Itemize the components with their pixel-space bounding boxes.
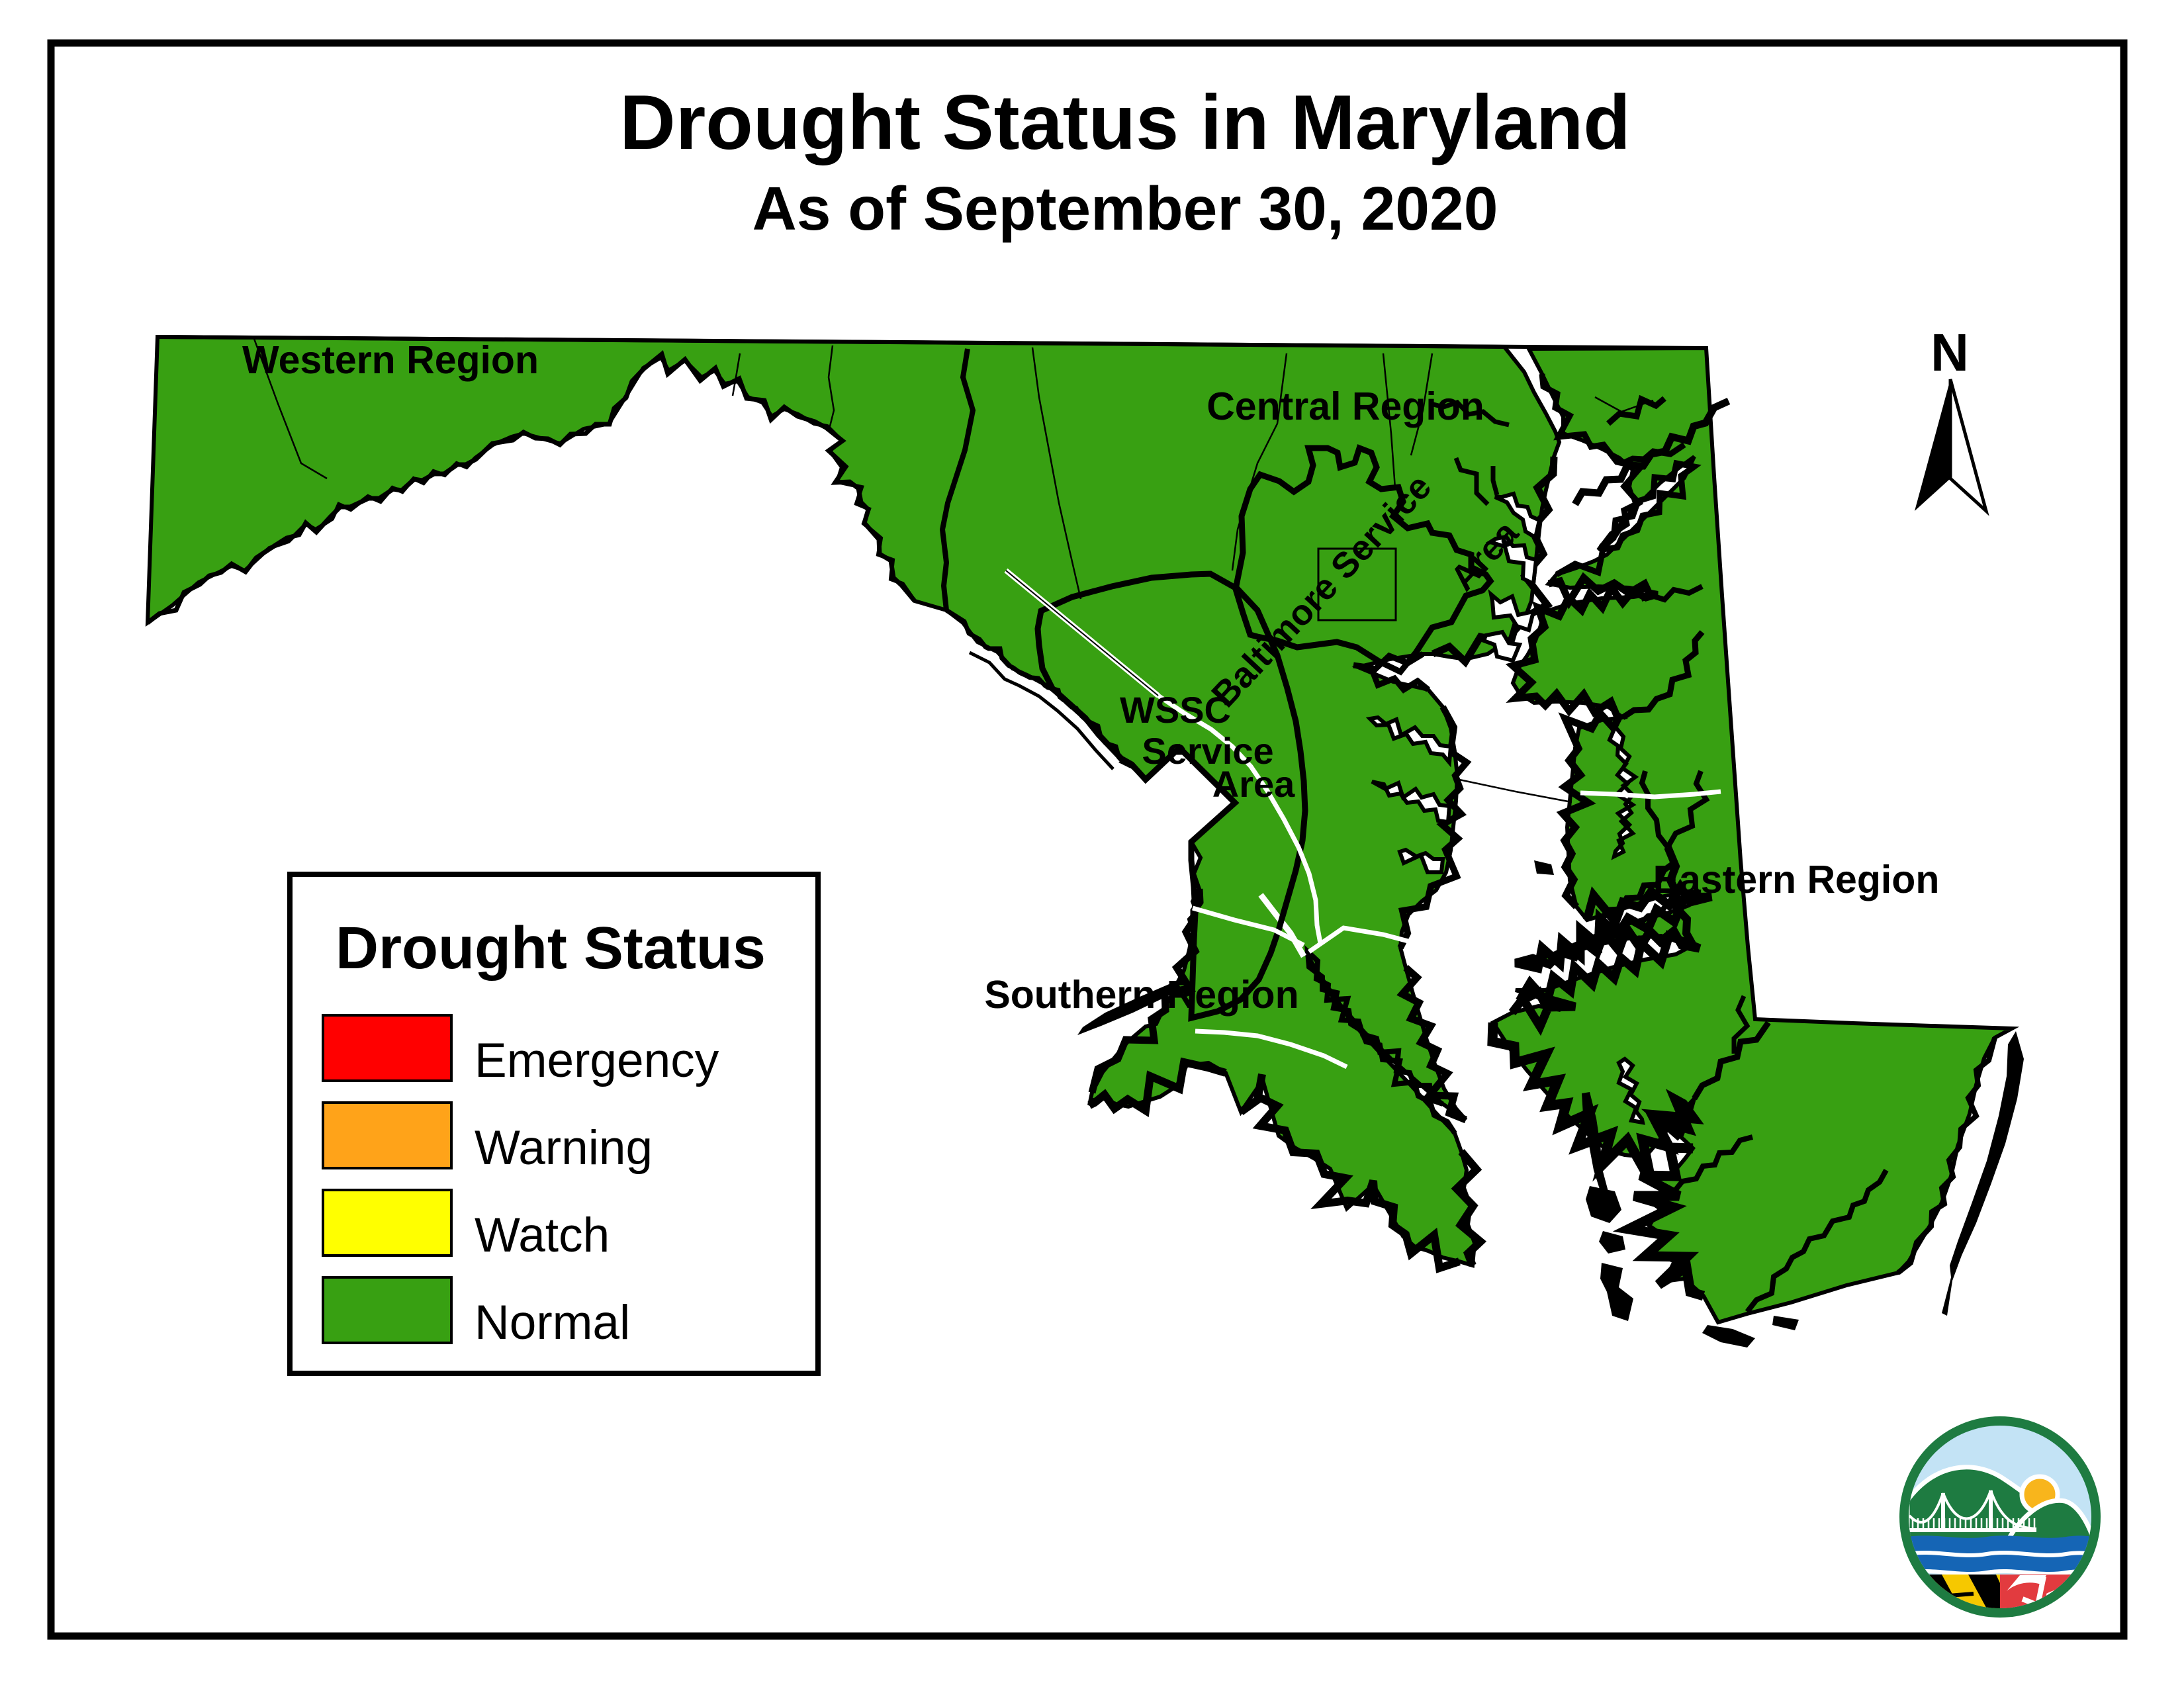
svg-text:Eastern Region: Eastern Region	[1653, 858, 1940, 901]
svg-text:Warning: Warning	[475, 1121, 653, 1175]
svg-text:Watch: Watch	[475, 1209, 610, 1262]
svg-text:Western Region: Western Region	[242, 338, 539, 382]
svg-text:Area: Area	[1212, 763, 1295, 805]
svg-text:Drought Status in Maryland: Drought Status in Maryland	[619, 79, 1631, 165]
svg-text:Emergency: Emergency	[475, 1034, 719, 1087]
svg-text:N: N	[1931, 323, 1969, 382]
svg-text:Central Region: Central Region	[1206, 385, 1484, 428]
svg-text:WSSC: WSSC	[1120, 689, 1231, 731]
svg-text:Normal: Normal	[475, 1296, 630, 1349]
svg-text:Drought Status: Drought Status	[336, 915, 766, 982]
svg-text:As of September 30, 2020: As of September 30, 2020	[752, 174, 1498, 243]
svg-text:Southern Region: Southern Region	[984, 973, 1298, 1017]
svg-text:Service: Service	[1142, 730, 1273, 772]
